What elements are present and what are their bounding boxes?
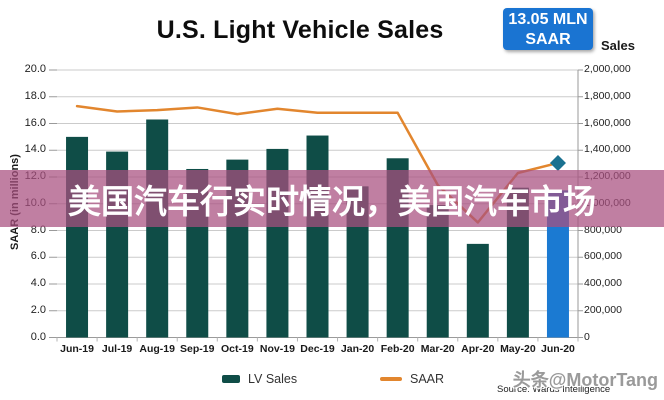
left-tick-label: 14.0 <box>24 143 46 156</box>
saar-badge: 13.05 MLN SAAR <box>503 8 593 50</box>
right-tick-label: 200,000 <box>584 303 622 316</box>
x-axis-label: Feb-20 <box>380 343 415 355</box>
left-tick-label: 0.0 <box>30 330 46 343</box>
right-tick-label: 0 <box>584 330 590 343</box>
left-tick-label: 2.0 <box>30 303 46 316</box>
page-title: U.S. Light Vehicle Sales <box>156 16 444 44</box>
source-credit: Source: Wards Intelligence <box>497 384 611 395</box>
right-axis-title: Sales <box>601 38 635 53</box>
lv-sales-bar-Jun-19 <box>66 136 89 338</box>
x-axis-label: Jun-19 <box>60 343 94 355</box>
x-axis-label: Mar-20 <box>420 343 455 355</box>
lv-sales-swatch <box>222 375 240 383</box>
right-tick-label: 1,400,000 <box>584 143 631 156</box>
lv-sales-bar-Dec-19 <box>306 135 329 338</box>
overlay-banner-text: 美国汽车行实时情况，美国汽车市场 <box>68 182 596 220</box>
lv-sales-bar-Aug-19 <box>146 119 169 338</box>
saar-badge-unit: SAAR <box>525 31 571 48</box>
saar-badge-value: 13.05 MLN <box>508 11 588 28</box>
saar-legend-label: SAAR <box>410 372 445 386</box>
x-axis-label: Sep-19 <box>180 343 215 355</box>
x-axis-label: Aug-19 <box>139 343 175 355</box>
lv-sales-bar-Mar-20 <box>426 205 449 338</box>
x-axis-label: Jul-19 <box>101 343 133 355</box>
x-axis-label: Jun-20 <box>541 343 575 355</box>
legend-item-saar: SAAR <box>380 372 444 386</box>
x-axis-label: Apr-20 <box>461 343 495 355</box>
right-tick-label: 1,800,000 <box>584 89 631 102</box>
lv-sales-bar-Jun-20 <box>546 190 569 338</box>
left-tick-label: 20.0 <box>24 63 46 75</box>
left-tick-label: 6.0 <box>30 250 46 263</box>
right-tick-label: 400,000 <box>584 277 622 289</box>
lv-sales-legend-label: LV Sales <box>248 372 298 386</box>
x-axis-label: May-20 <box>500 343 536 355</box>
saar-diamond-marker <box>549 154 566 171</box>
left-tick-label: 18.0 <box>24 89 46 102</box>
lv-sales-bar-Apr-20 <box>466 243 489 338</box>
left-tick-label: 4.0 <box>30 277 46 289</box>
right-tick-label: 600,000 <box>584 250 622 263</box>
watermark: 头条@MotorTang <box>512 370 658 390</box>
overlay-banner: 美国汽车行实时情况，美国汽车市场 <box>0 170 664 227</box>
legend-item-lv-sales: LV Sales <box>222 372 297 386</box>
left-tick-label: 16.0 <box>24 116 46 129</box>
right-tick-label: 1,600,000 <box>584 116 631 129</box>
x-axis-label: Jan-20 <box>340 343 375 355</box>
x-axis-label: Dec-19 <box>300 343 335 355</box>
x-axis-label: Nov-19 <box>259 343 295 355</box>
right-tick-label: 2,000,000 <box>584 63 631 75</box>
saar-swatch <box>380 377 402 381</box>
x-axis-label: Oct-19 <box>221 343 254 355</box>
